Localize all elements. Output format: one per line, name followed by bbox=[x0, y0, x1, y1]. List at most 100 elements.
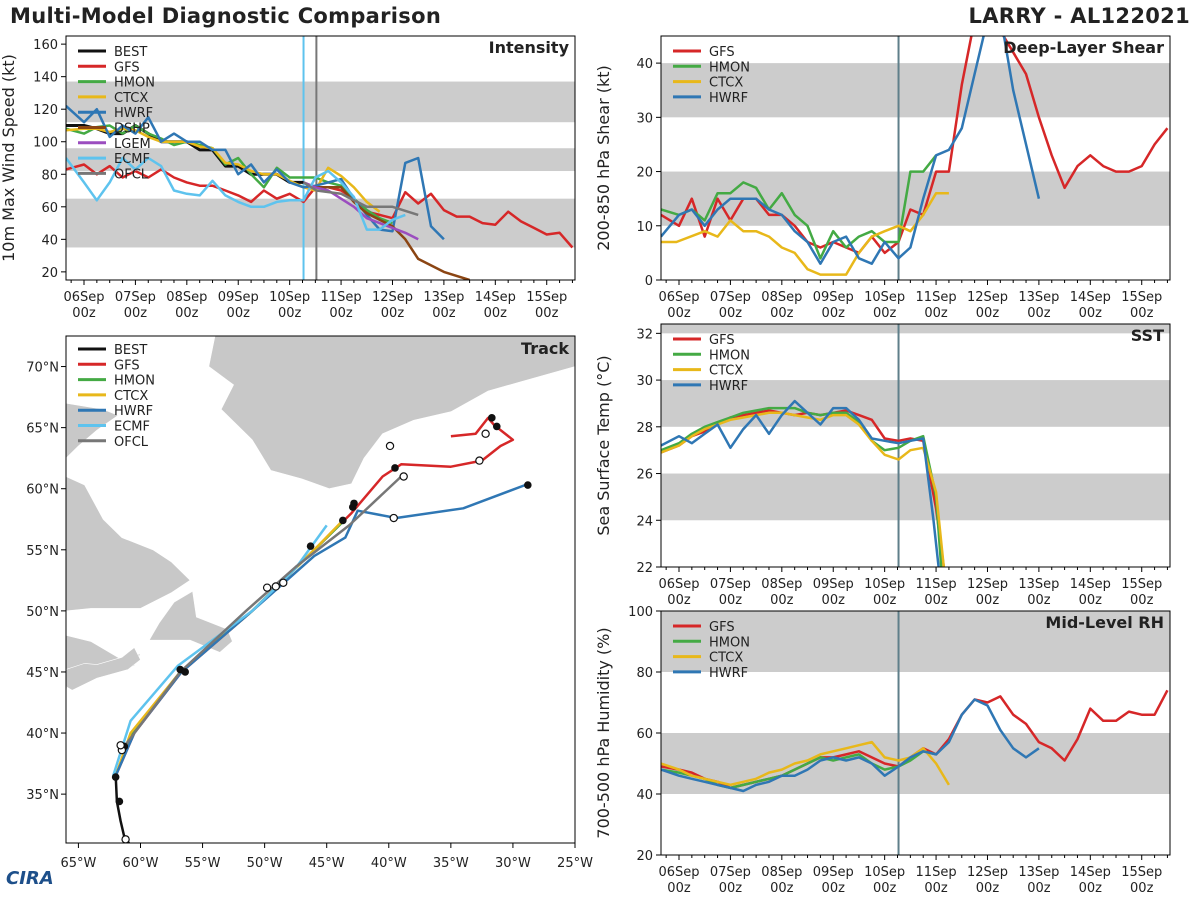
y-tick-label: 140 bbox=[33, 71, 58, 86]
legend-label-hwrf: HWRF bbox=[114, 106, 153, 121]
x-tick-label-day: 08Sep bbox=[761, 865, 802, 880]
track-point-open bbox=[116, 741, 125, 750]
series-hwrf bbox=[661, 36, 1041, 265]
lon-tick-label: 65°W bbox=[60, 856, 96, 871]
legend-label-ctcx: CTCX bbox=[114, 91, 148, 106]
x-tick-label-day: 07Sep bbox=[710, 290, 751, 305]
x-tick-label-hour: 00z bbox=[822, 881, 846, 896]
lon-tick-label: 30°W bbox=[495, 856, 531, 871]
x-tick-label-hour: 00z bbox=[976, 593, 1000, 608]
track-point-filled bbox=[492, 422, 501, 431]
series-group bbox=[661, 689, 1169, 793]
lon-tick-label: 45°W bbox=[309, 856, 345, 871]
x-tick-label-hour: 00z bbox=[1079, 306, 1103, 321]
series-hwrf bbox=[66, 104, 445, 241]
y-axis-label: Sea Surface Temp (°C) bbox=[594, 355, 613, 535]
panel-title: Mid-Level RH bbox=[1045, 613, 1164, 632]
x-tick-label-hour: 00z bbox=[1027, 881, 1051, 896]
x-tick-label-hour: 00z bbox=[719, 593, 743, 608]
lat-tick-label: 60°N bbox=[26, 483, 59, 498]
track-point-filled bbox=[181, 668, 189, 676]
x-tick-label-day: 11Sep bbox=[321, 290, 362, 305]
y-tick-label: 20 bbox=[636, 166, 653, 181]
lat-tick-label: 65°N bbox=[26, 422, 59, 437]
track-point-open bbox=[475, 456, 484, 465]
x-tick-label-hour: 00z bbox=[1130, 593, 1154, 608]
track-point-open bbox=[121, 835, 130, 843]
legend-label-gfs: GFS bbox=[709, 45, 735, 60]
legend-label-best: BEST bbox=[114, 45, 147, 60]
y-tick-label: 120 bbox=[33, 103, 58, 118]
lon-tick-label: 35°W bbox=[433, 856, 469, 871]
series-group bbox=[661, 399, 946, 567]
plot-frame bbox=[65, 35, 576, 281]
legend-label-hmon: HMON bbox=[114, 76, 155, 91]
x-tick-label-day: 13Sep bbox=[1018, 865, 1059, 880]
track-best bbox=[114, 775, 131, 843]
x-tick-label-hour: 00z bbox=[124, 306, 148, 321]
track-point-filled bbox=[488, 414, 496, 422]
y-tick-label: 40 bbox=[41, 233, 58, 248]
x-tick-label-hour: 00z bbox=[278, 306, 302, 321]
x-tick-label-hour: 00z bbox=[976, 306, 1000, 321]
legend-label-hmon: HMON bbox=[114, 374, 155, 389]
x-tick-label-day: 06Sep bbox=[658, 865, 699, 880]
series-dshp bbox=[303, 181, 470, 280]
legend-label-ctcx: CTCX bbox=[709, 651, 743, 666]
band-0 bbox=[661, 733, 1170, 794]
x-tick-label-day: 07Sep bbox=[710, 577, 751, 592]
track-point-open bbox=[385, 441, 395, 451]
x-tick-label-day: 08Sep bbox=[166, 290, 207, 305]
y-tick-label: 22 bbox=[636, 561, 653, 576]
lat-tick-label: 50°N bbox=[26, 605, 59, 620]
track-point-filled bbox=[115, 797, 124, 806]
y-tick-label: 60 bbox=[636, 727, 653, 742]
legend-label-hwrf: HWRF bbox=[709, 91, 748, 106]
x-tick-label-day: 13Sep bbox=[423, 290, 464, 305]
legend-label-gfs: GFS bbox=[709, 620, 735, 635]
track-point-filled bbox=[306, 542, 315, 550]
x-tick-label-day: 08Sep bbox=[761, 577, 802, 592]
legend-label-gfs: GFS bbox=[114, 60, 140, 75]
plot-frame bbox=[660, 35, 1171, 281]
lon-tick-label: 55°W bbox=[185, 856, 221, 871]
y-tick-label: 60 bbox=[41, 201, 58, 216]
legend-label-ctcx: CTCX bbox=[114, 389, 148, 404]
y-tick-label: 40 bbox=[636, 788, 653, 803]
x-tick-label-day: 13Sep bbox=[1018, 290, 1059, 305]
x-tick-label-hour: 00z bbox=[1079, 593, 1103, 608]
x-tick-label-hour: 00z bbox=[535, 306, 559, 321]
x-tick-label-day: 14Sep bbox=[1070, 577, 1111, 592]
storm-title: LARRY - AL122021 bbox=[968, 4, 1190, 28]
x-tick-label-day: 13Sep bbox=[1018, 577, 1059, 592]
x-tick-label-day: 14Sep bbox=[475, 290, 516, 305]
map-layer bbox=[66, 336, 575, 843]
panel-title: Track bbox=[521, 339, 569, 358]
y-tick-label: 10 bbox=[636, 220, 653, 235]
land-2 bbox=[148, 590, 233, 653]
y-axis-label: 700-500 hPa Humidity (%) bbox=[594, 627, 613, 838]
legend-label-best: BEST bbox=[114, 343, 147, 358]
series-group bbox=[661, 36, 1169, 276]
band-1 bbox=[661, 611, 1170, 672]
lon-tick-label: 25°W bbox=[557, 856, 593, 871]
y-tick-label: 24 bbox=[636, 514, 653, 529]
x-tick-label-day: 15Sep bbox=[1121, 577, 1162, 592]
x-tick-label-hour: 00z bbox=[72, 306, 96, 321]
legend-label-dshp: DSHP bbox=[114, 122, 150, 137]
x-tick-label-day: 10Sep bbox=[269, 290, 310, 305]
legend-label-ecmf: ECMF bbox=[114, 152, 150, 167]
x-tick-label-hour: 00z bbox=[227, 306, 251, 321]
x-tick-label-hour: 00z bbox=[381, 306, 405, 321]
series-ctcx bbox=[661, 191, 949, 276]
y-axis-label: 200-850 hPa Shear (kt) bbox=[594, 65, 613, 251]
panel-title: Intensity bbox=[489, 38, 570, 57]
x-tick-label-day: 10Sep bbox=[864, 577, 905, 592]
y-tick-label: 160 bbox=[33, 38, 58, 53]
lon-tick-label: 60°W bbox=[123, 856, 159, 871]
legend-label-hwrf: HWRF bbox=[709, 666, 748, 681]
lat-tick-label: 40°N bbox=[26, 727, 59, 742]
x-tick-label-day: 12Sep bbox=[967, 865, 1008, 880]
